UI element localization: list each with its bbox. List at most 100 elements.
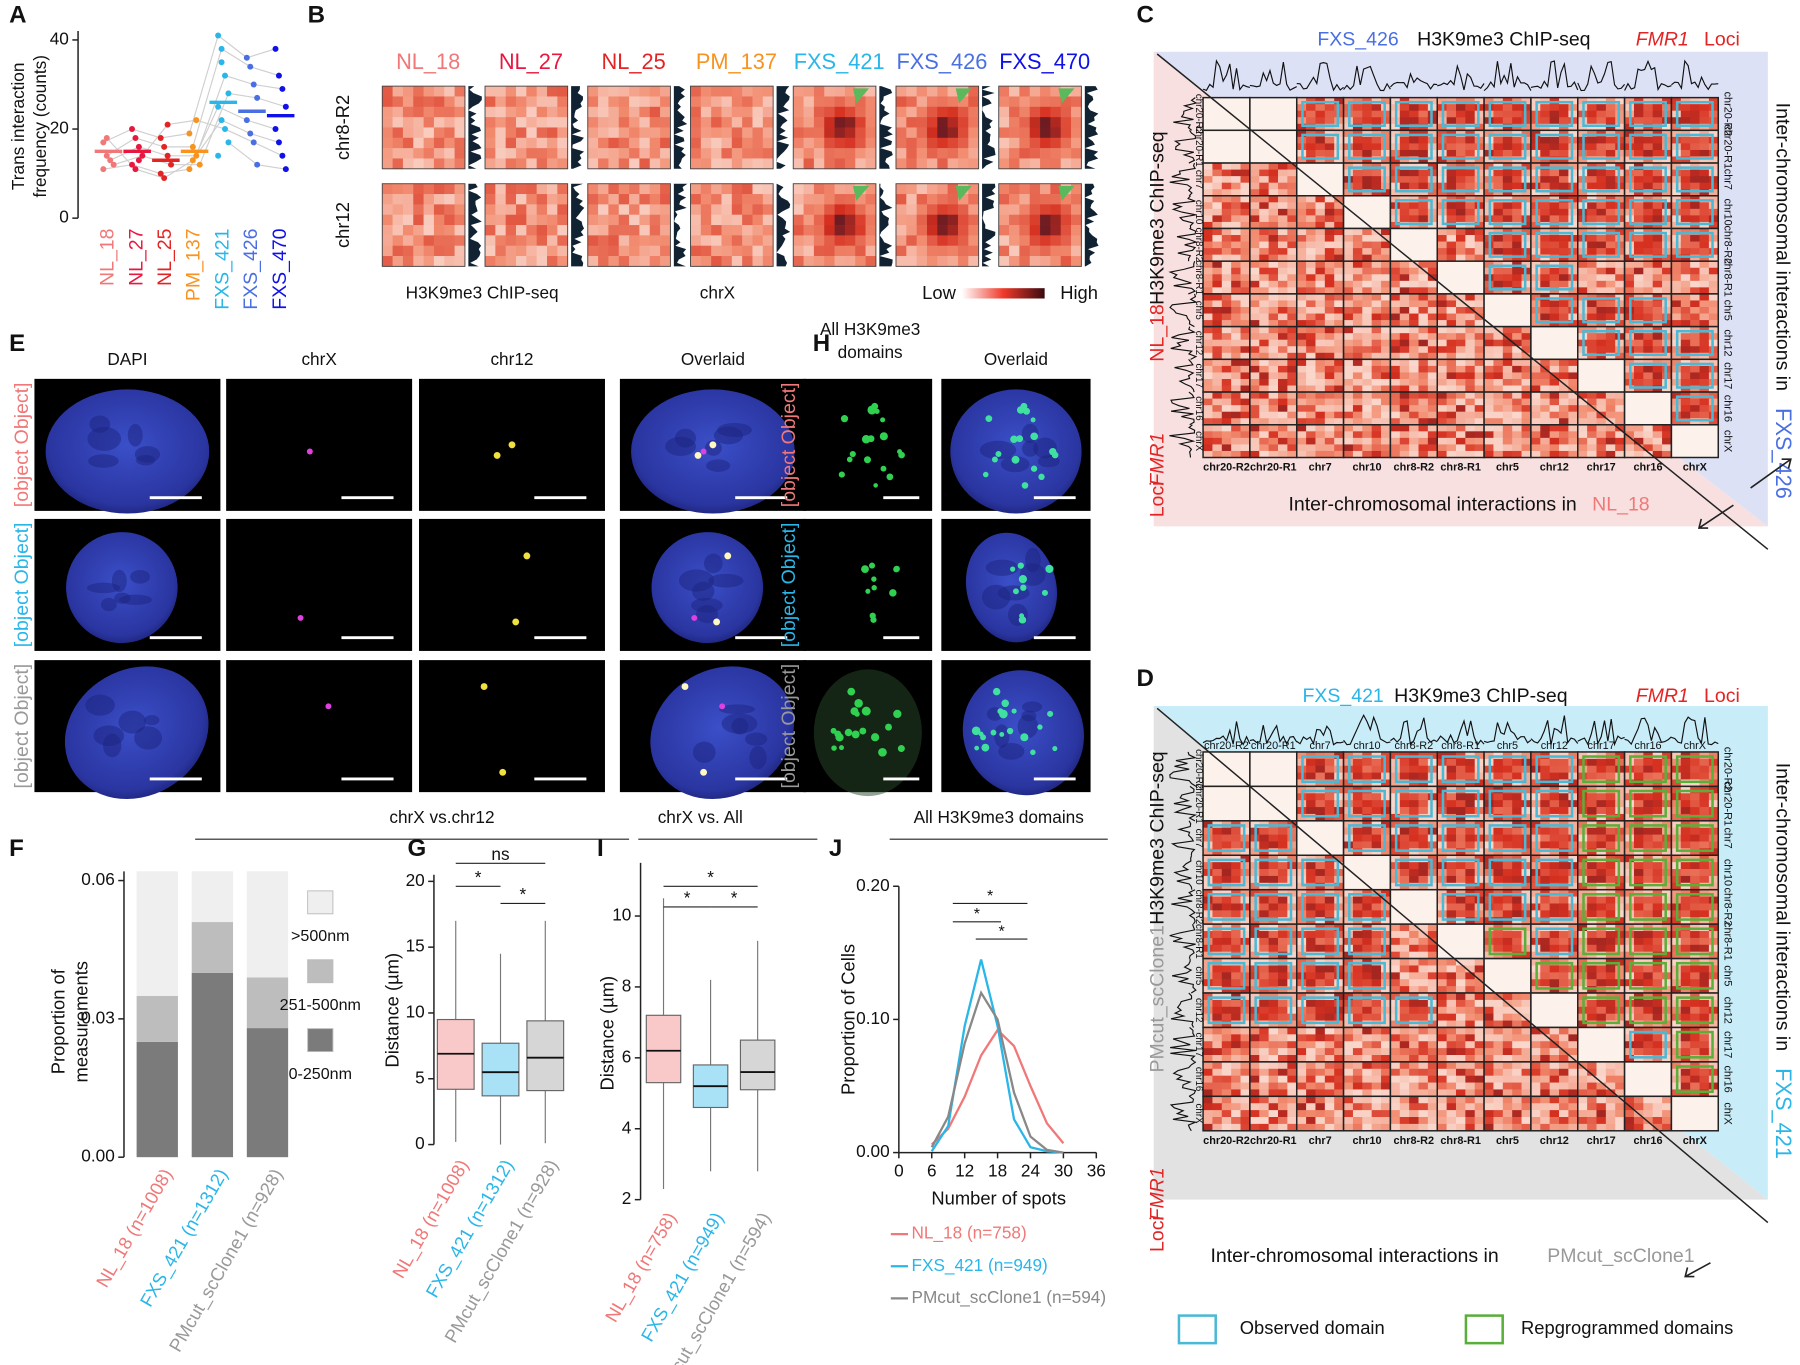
heatmap-pixel	[1306, 136, 1316, 144]
heatmap-pixel	[690, 204, 702, 216]
chromosome-label: chr8-R1	[1722, 258, 1734, 297]
heatmap-pixel	[444, 235, 455, 247]
heatmap-pixel	[1203, 293, 1213, 301]
significance: *	[684, 887, 691, 907]
heatmap-pixel	[454, 137, 466, 149]
heatmap-pixel	[1221, 241, 1232, 249]
point	[272, 45, 279, 52]
heatmap-pixel	[1334, 365, 1344, 373]
heatmap-pixel	[1343, 274, 1354, 282]
heatmap-pixel	[1231, 326, 1241, 334]
heatmap-pixel	[1521, 779, 1532, 787]
heatmap-pixel	[1306, 392, 1316, 399]
heatmap-pixel	[1568, 320, 1579, 327]
heatmap-pixel	[1278, 267, 1288, 275]
heatmap-pixel	[1362, 143, 1373, 151]
heatmap-pixel	[536, 86, 548, 97]
heatmap-pixel	[1221, 372, 1232, 380]
heatmap-pixel	[937, 158, 948, 170]
heatmap-pixel	[1268, 176, 1279, 184]
heatmap-pixel	[752, 204, 764, 216]
heatmap-pixel	[1231, 365, 1241, 373]
heatmap-pixel	[557, 183, 569, 195]
heatmap-pixel	[1009, 106, 1020, 118]
heatmap-pixel	[1643, 208, 1654, 216]
sample-label: FXS_426	[896, 49, 987, 74]
heatmap-pixel	[1512, 156, 1522, 164]
heatmap-pixel	[402, 86, 414, 97]
heatmap-pixel	[1371, 813, 1382, 822]
heatmap-pixel	[1259, 163, 1269, 170]
heatmap-pixel	[1231, 261, 1241, 269]
heatmap-pixel	[1427, 346, 1438, 354]
heatmap-pixel	[1559, 444, 1569, 452]
heatmap-pixel	[1568, 437, 1579, 445]
heatmap-pixel	[1249, 444, 1260, 452]
heatmap-pixel	[1465, 365, 1476, 373]
heatmap-pixel	[906, 106, 917, 118]
heatmap-pixel	[1268, 313, 1279, 321]
heatmap-pixel	[937, 214, 948, 226]
heatmap-pixel	[1259, 418, 1269, 426]
chip-profile	[1173, 130, 1196, 164]
heatmap-pixel	[1324, 392, 1335, 399]
heatmap-pixel	[1249, 215, 1260, 223]
heatmap-pixel	[1465, 807, 1476, 815]
heatmap-pixel	[629, 235, 640, 247]
heatmap-pixel	[1493, 418, 1504, 426]
heatmap-pixel	[1437, 241, 1447, 249]
y-tick-label: 40	[50, 28, 69, 48]
heatmap-pixel	[1315, 261, 1326, 269]
heatmap-pixel	[1455, 339, 1466, 347]
heatmap-pixel	[895, 106, 907, 118]
heatmap-pixel	[1474, 228, 1485, 236]
heatmap-pixel	[1352, 287, 1363, 295]
heatmap-pixel	[1633, 365, 1644, 373]
heatmap-pixel	[1690, 156, 1700, 164]
heatmap-pixel	[1324, 779, 1335, 787]
heatmap-pixel	[916, 158, 928, 170]
heatmap-pixel	[1381, 123, 1391, 131]
heatmap-pixel	[1437, 385, 1447, 393]
heatmap-pixel	[1549, 143, 1560, 151]
heatmap-pixel	[402, 137, 414, 149]
heatmap-pixel	[1615, 320, 1625, 327]
heatmap-pixel	[690, 137, 702, 149]
heatmap-pixel	[1306, 405, 1316, 413]
bar-segment	[191, 972, 234, 1158]
heatmap-pixel	[1409, 143, 1419, 151]
heatmap-pixel	[1446, 765, 1457, 773]
heatmap-pixel	[505, 245, 517, 257]
heatmap-pixel	[1652, 189, 1663, 197]
heatmap-pixel	[1455, 215, 1466, 223]
heatmap-pixel	[1399, 104, 1410, 112]
panel-label: E	[9, 330, 25, 357]
heatmap-pixel	[895, 96, 907, 108]
heatmap-pixel	[1652, 437, 1663, 445]
heatmap-pixel	[1212, 444, 1223, 452]
heatmap	[895, 183, 979, 267]
heatmap-pixel	[1231, 274, 1241, 282]
heatmap-pixel	[803, 117, 815, 128]
heatmap-pixel	[1680, 346, 1691, 354]
heatmap-pixel	[1240, 267, 1251, 275]
heatmap-pixel	[1502, 143, 1513, 151]
heatmap-pixel	[1278, 280, 1288, 288]
heatmap-pixel	[1549, 104, 1560, 112]
heatmap-pixel	[742, 137, 753, 149]
replicate-link	[188, 35, 219, 134]
heatmap-pixel	[1249, 450, 1260, 458]
heatmap-pixel	[1652, 267, 1663, 275]
heatmap-pixel	[1287, 378, 1298, 386]
heatmap-pixel	[1334, 254, 1344, 262]
heatmap-pixel	[742, 106, 753, 118]
heatmap-pixel	[1605, 392, 1616, 399]
heatmap-pixel	[1352, 176, 1363, 184]
heatmap-pixel	[1324, 241, 1335, 249]
heatmap-pixel	[752, 194, 764, 205]
heatmap-pixel	[824, 106, 835, 118]
locus: Loci	[1146, 482, 1168, 518]
heatmap-pixel	[1221, 411, 1232, 419]
heatmap-pixel	[454, 225, 466, 236]
y-tick-label: 20	[406, 870, 425, 890]
